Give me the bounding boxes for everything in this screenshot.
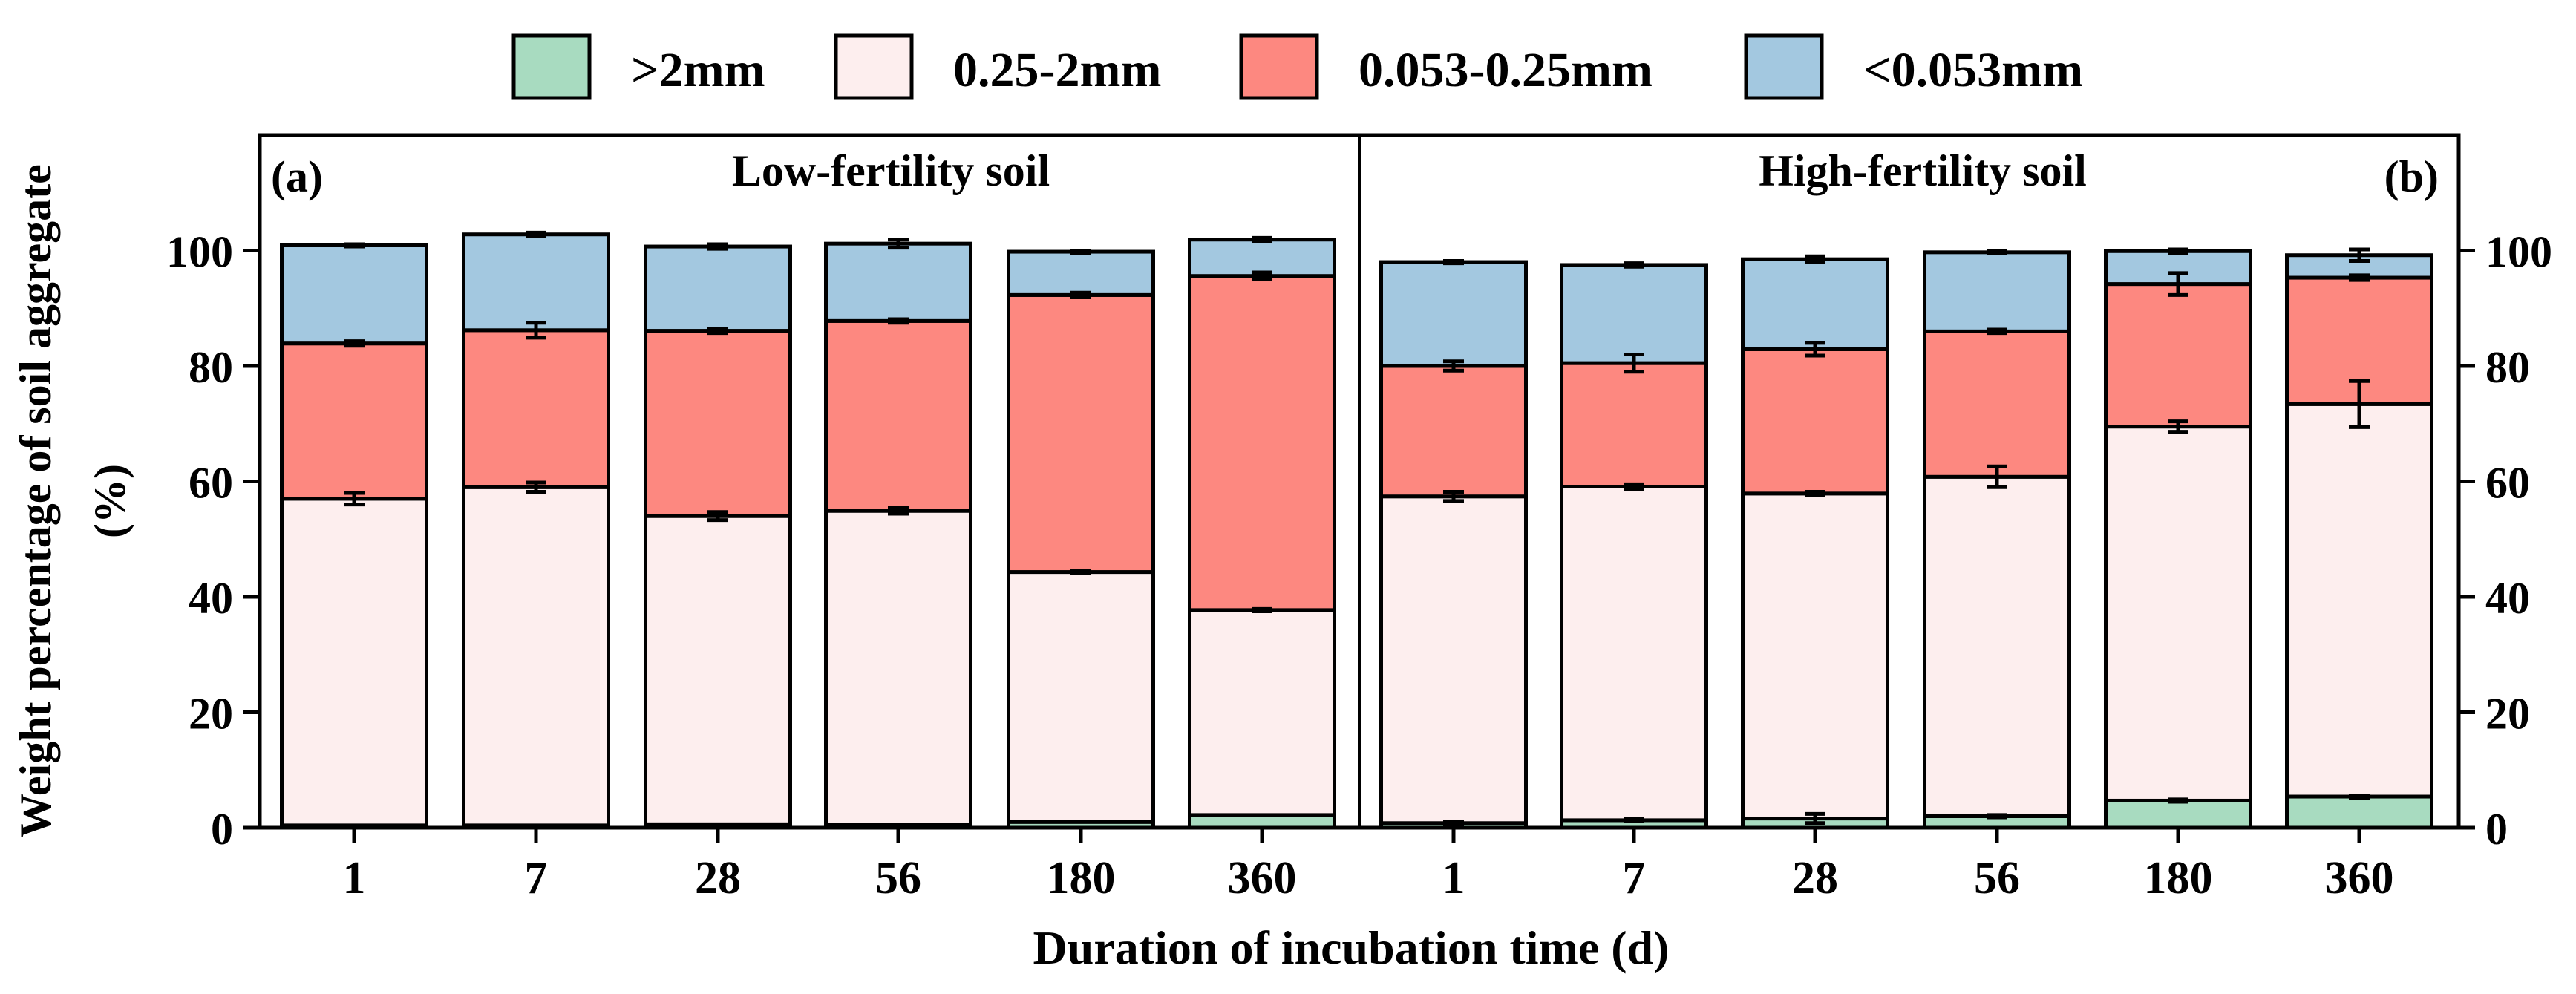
bar-segment <box>1007 292 1155 575</box>
bar-segment <box>1923 474 2071 818</box>
bar-segment <box>644 329 792 518</box>
bar-segment <box>824 509 972 827</box>
y-tick-label-left: 0 <box>211 805 233 854</box>
x-tick-label: 7 <box>525 853 548 903</box>
bar-segment <box>280 243 428 346</box>
panel-high-fertility: (b) High-fertility soil 1 7 28 56 180 360 <box>1379 146 2439 903</box>
x-tick-label: 28 <box>695 853 741 903</box>
bar-segment <box>1188 238 1336 278</box>
bar-segment <box>1560 361 1708 488</box>
bar-segment <box>1188 274 1336 612</box>
bar-segment <box>1923 250 2071 333</box>
bar-segment <box>2104 282 2252 429</box>
x-tick-label: 360 <box>2325 853 2394 903</box>
bar-segment <box>1560 263 1708 365</box>
legend-label: >2mm <box>631 43 765 97</box>
bar-segment <box>824 241 972 323</box>
bar-segment <box>280 341 428 501</box>
legend-swatch <box>511 33 592 100</box>
legend-label: <0.053mm <box>1863 43 2083 97</box>
x-tick-label: 360 <box>1228 853 1297 903</box>
x-tick-label: 7 <box>1623 853 1646 903</box>
y-tick-label-left: 20 <box>189 690 233 739</box>
x-tick-label: 1 <box>1442 853 1465 903</box>
bar-segment <box>2104 798 2252 830</box>
bar-segment <box>1923 329 2071 479</box>
bar-segment <box>2285 794 2433 830</box>
y-tick-label-right: 20 <box>2485 690 2530 739</box>
bar-segment <box>1188 813 1336 830</box>
bar-segment <box>644 244 792 333</box>
y-tick-label-right: 80 <box>2485 343 2530 392</box>
x-axis-label: Duration of incubation time (d) <box>1033 921 1670 974</box>
x-tick-label: 1 <box>343 853 366 903</box>
panel-low-fertility: (a) Low-fertility soil 1 7 28 56 180 360 <box>271 146 1336 903</box>
y-axis-label: Weight percentage of soil aggregate <box>11 164 60 838</box>
legend-label: 0.053-0.25mm <box>1359 43 1653 97</box>
bar-segment <box>462 328 610 489</box>
x-tick-label: 180 <box>2144 853 2213 903</box>
bar-segment <box>1188 608 1336 817</box>
bar-segment <box>462 232 610 333</box>
x-tick-label: 56 <box>1974 853 2020 903</box>
bar-segment <box>462 485 610 828</box>
y-tick-label-left: 60 <box>189 459 233 508</box>
y-tick-label-left: 40 <box>189 574 233 623</box>
panel-tag: (a) <box>271 152 323 201</box>
y-tick-label-left: 80 <box>189 343 233 392</box>
y-tick-label-right: 100 <box>2485 228 2552 277</box>
x-tick-label: 180 <box>1047 853 1116 903</box>
bar-segment <box>1741 347 1889 496</box>
legend-swatch <box>1239 33 1319 100</box>
panel-title: Low-fertility soil <box>732 146 1050 195</box>
panel-title: High-fertility soil <box>1759 146 2087 195</box>
legend: >2mm 0.25-2mm 0.053-0.25mm <0.053mm <box>511 33 2083 100</box>
bar-segment <box>2104 425 2252 802</box>
y-tick-label-right: 0 <box>2485 805 2508 854</box>
bar-segment <box>1741 491 1889 821</box>
y-tick-label-left: 100 <box>166 228 233 277</box>
bar-segment <box>1560 484 1708 823</box>
bar-segment <box>1007 570 1155 824</box>
legend-label: 0.25-2mm <box>953 43 1161 97</box>
bar-segment <box>1379 364 1528 499</box>
bar-segment <box>644 514 792 826</box>
bar-segment <box>824 318 972 513</box>
y-tick-label-right: 40 <box>2485 574 2530 623</box>
bar-segment <box>2285 402 2433 799</box>
legend-swatch <box>834 33 914 100</box>
y-axis-label-unit: (%) <box>85 464 134 538</box>
x-tick-label: 56 <box>875 853 921 903</box>
bar-segment <box>280 497 428 828</box>
y-tick-label-right: 60 <box>2485 459 2530 508</box>
plot-area: 0 0 20 20 40 40 60 60 80 80 100 100 <box>166 133 2552 854</box>
legend-swatch <box>1744 33 1824 100</box>
bar-segment <box>1741 257 1889 351</box>
bar-segment <box>1007 249 1155 297</box>
bar-segment <box>1379 494 1528 825</box>
x-tick-label: 28 <box>1792 853 1838 903</box>
panel-tag: (b) <box>2384 152 2439 201</box>
bar-segment <box>1379 260 1528 368</box>
